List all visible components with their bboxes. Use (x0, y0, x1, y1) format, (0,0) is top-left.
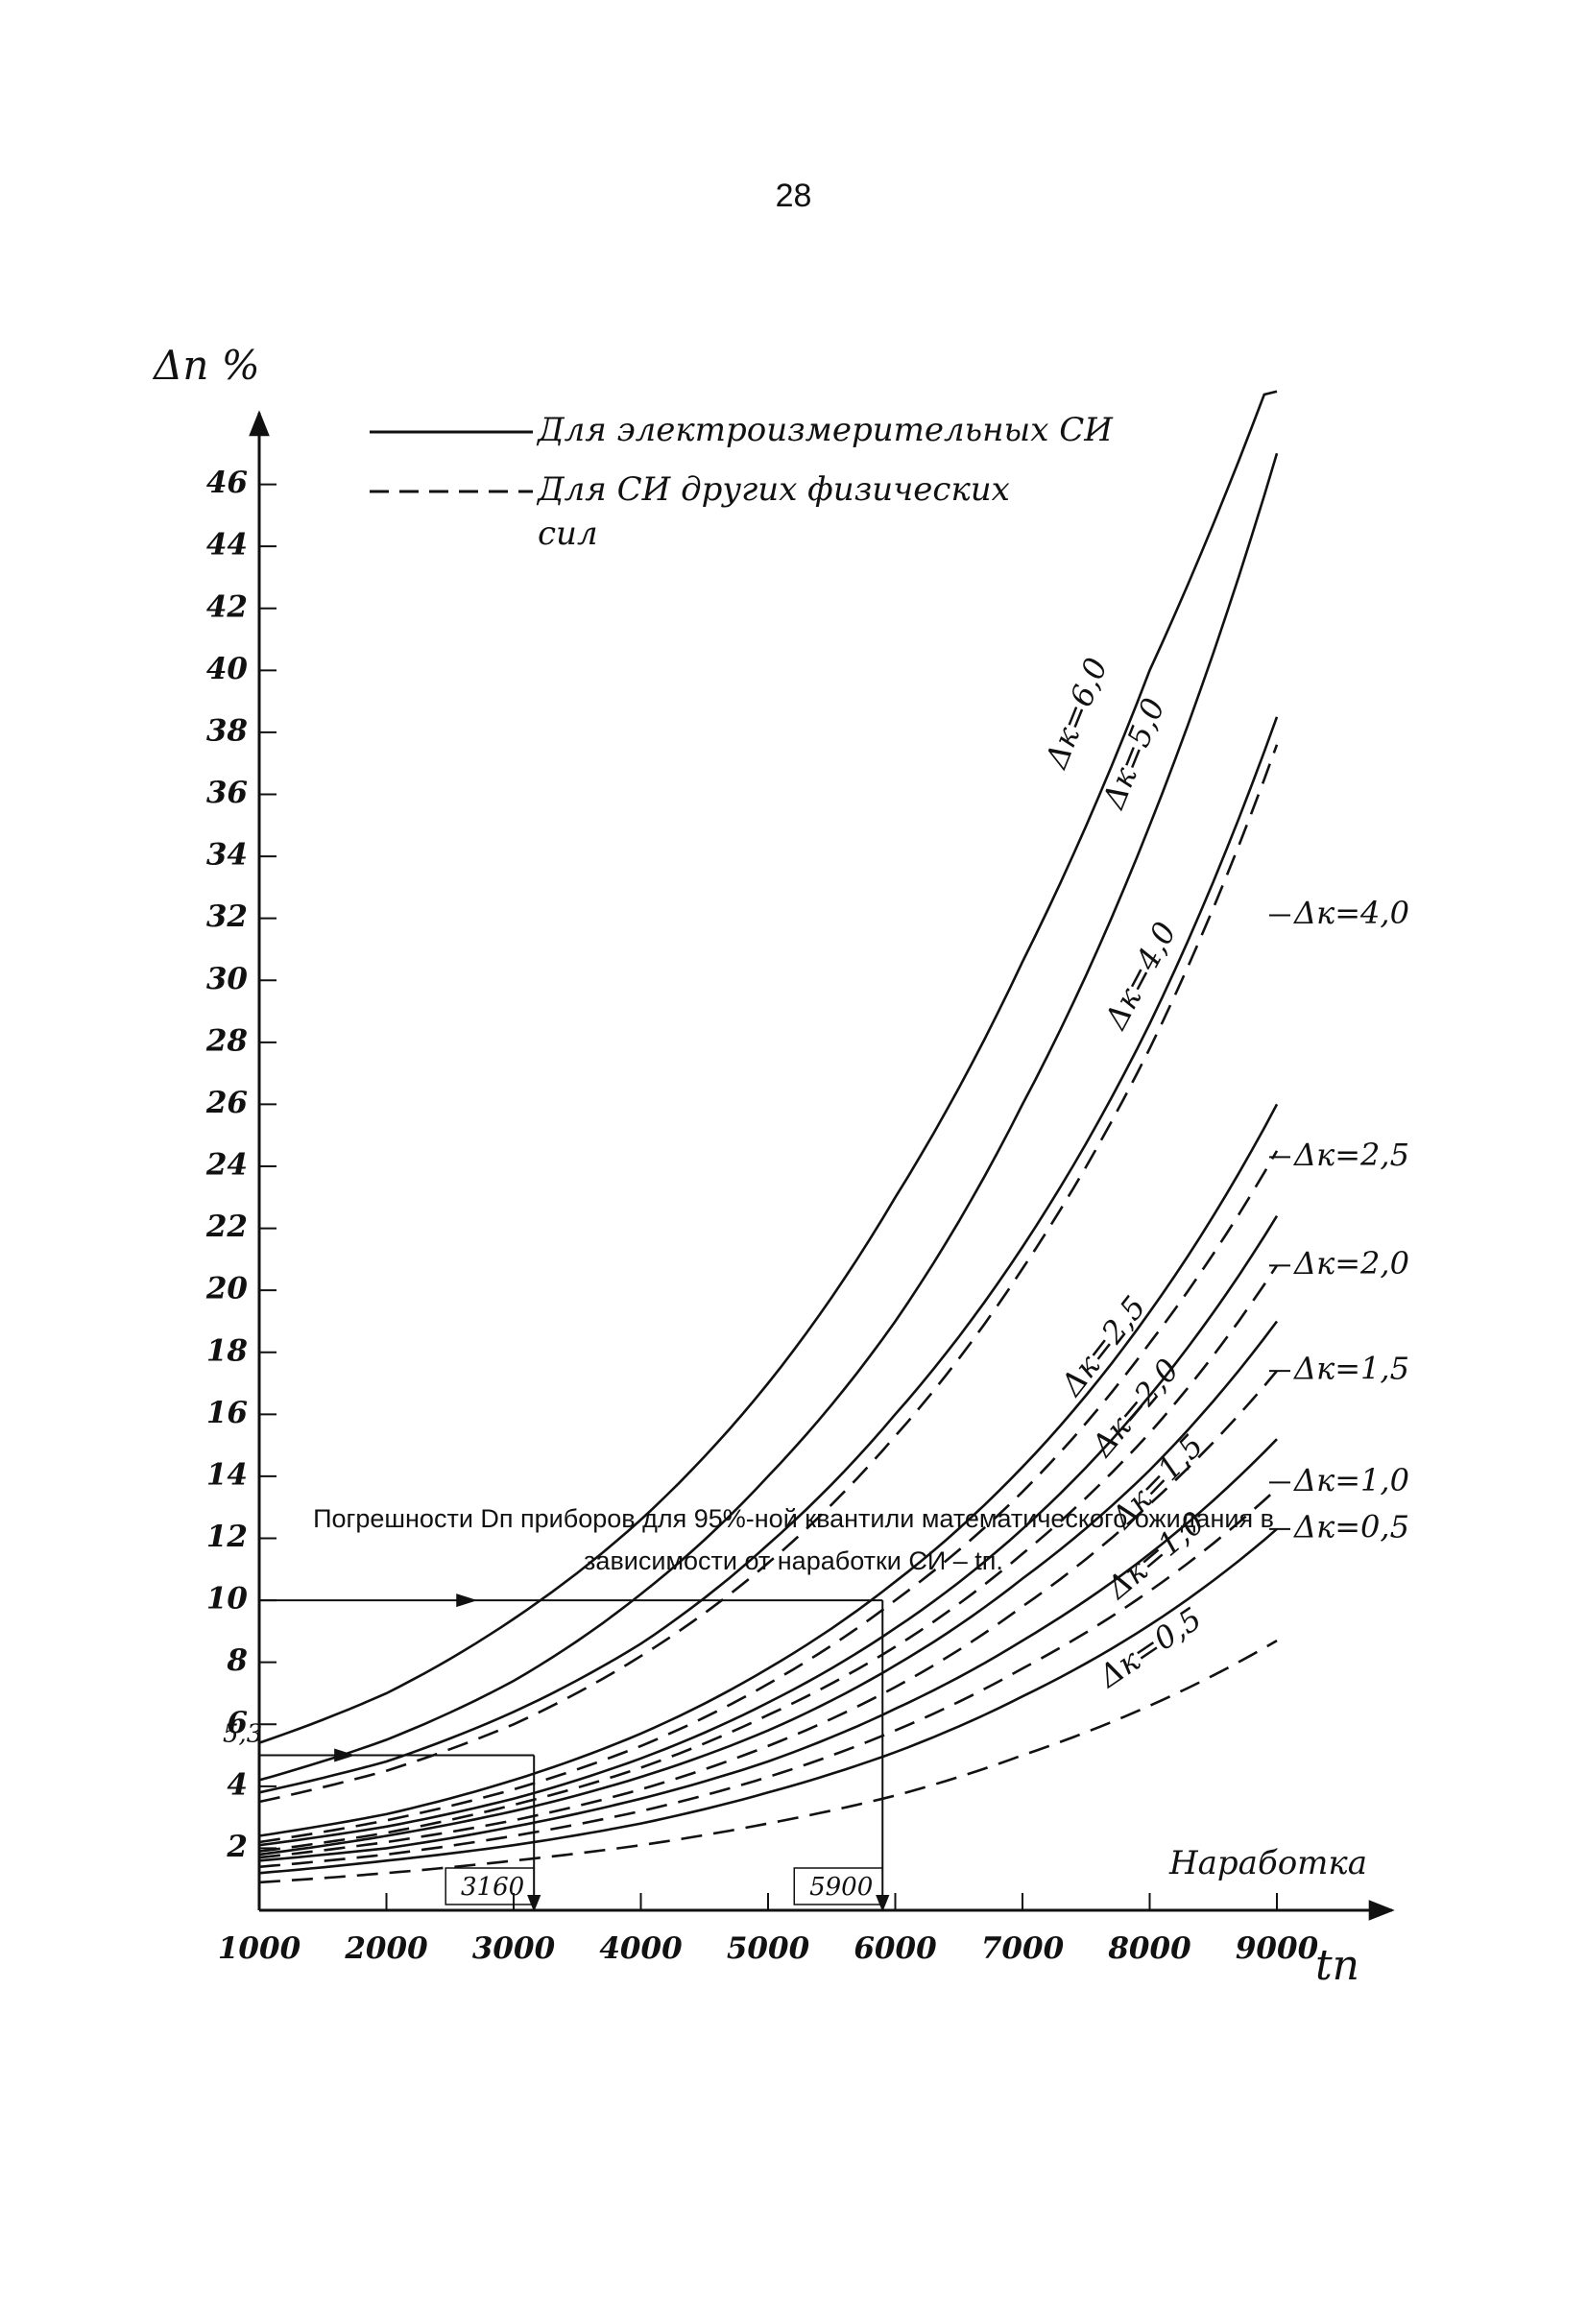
y-tick-label: 12 (206, 1520, 248, 1554)
y-tick-label: 4 (227, 1767, 248, 1802)
y-tick-label: 2 (226, 1830, 248, 1864)
error-vs-operating-time-chart: 2468101214161820222426283032343638404244… (152, 342, 1409, 1990)
reading-value-label: 5900 (809, 1873, 873, 1902)
y-tick-label: 10 (206, 1582, 249, 1617)
y-tick-label: 40 (206, 652, 249, 686)
y-tick-label: 44 (206, 528, 248, 563)
curve-dashed-7 (258, 1264, 1279, 1853)
x-tick-label: 5000 (727, 1931, 810, 1966)
y-tick-label: 16 (206, 1396, 248, 1430)
page-number: 28 (775, 178, 812, 214)
y-tick-label: 6 (227, 1706, 248, 1740)
curve-solid-12 (258, 1527, 1278, 1875)
curve-label-dashed: Δк=4,0 (1292, 895, 1409, 931)
x-tick-label: 3000 (472, 1931, 556, 1966)
curve-dashed-3 (258, 744, 1279, 1804)
reading-arrow-head (456, 1593, 478, 1608)
curve-solid-4 (258, 1103, 1279, 1837)
y-tick-label: 36 (206, 776, 248, 810)
y-tick-label: 22 (205, 1210, 248, 1244)
caption-line-2: зависимости от наработки СИ – tп. (584, 1546, 1003, 1575)
reading-value-label: 5,3 (223, 1720, 262, 1749)
curves: Δк=6,0Δк=5,0Δк=4,0Δк=4,0Δк=2,5Δк=2,5Δк=2… (258, 390, 1409, 1884)
y-tick-label: 38 (206, 713, 248, 748)
x-tick-label: 4000 (599, 1931, 683, 1966)
reading-value-box (445, 1867, 535, 1905)
curve-label-dashed: Δк=1,0 (1292, 1462, 1409, 1498)
figure-caption: Погрешности Dп приборов для 95%-ной кван… (144, 1497, 1443, 1582)
y-tick-label: 24 (205, 1148, 248, 1183)
curve-solid-10 (258, 1438, 1278, 1862)
curve-solid-2 (258, 716, 1279, 1794)
curve-label-solid: Δк=0,5 (1091, 1600, 1208, 1696)
x-tick-label: 6000 (854, 1931, 937, 1966)
axes (249, 410, 1395, 1921)
y-tick-label: 28 (205, 1023, 248, 1058)
x-tick-label: 2000 (344, 1931, 428, 1966)
reading-value-label: 3160 (461, 1873, 524, 1902)
x-tick-label: 7000 (981, 1931, 1065, 1966)
legend-solid-label: Для электроизмерительных СИ (536, 411, 1114, 449)
legend-dashed-label-line1: Для СИ других физических (536, 470, 1010, 509)
y-tick-label: 32 (206, 899, 248, 934)
legend: Для электроизмерительных СИ Для СИ други… (370, 411, 1114, 553)
curve-label-dashed: Δк=0,5 (1292, 1508, 1409, 1545)
y-tick-label: 46 (206, 466, 248, 500)
curve-label-solid: Δк=4,0 (1096, 916, 1184, 1036)
x-tick-label: 8000 (1107, 1931, 1191, 1966)
y-axis-label: Δп % (152, 342, 260, 389)
curve-label-solid: Δк=6,0 (1037, 653, 1115, 775)
curve-label-dashed: Δк=2,5 (1292, 1137, 1409, 1173)
y-tick-label: 26 (205, 1086, 248, 1120)
y-tick-label: 20 (205, 1272, 249, 1306)
y-tick-label: 34 (206, 838, 248, 873)
curve-dashed-5 (258, 1150, 1279, 1844)
curve-dashed-11 (258, 1487, 1278, 1869)
y-tick-label: 42 (206, 589, 248, 624)
curve-dashed-13 (258, 1639, 1278, 1884)
curve-dashed-9 (258, 1370, 1278, 1859)
curve-solid-0 (258, 390, 1278, 1744)
y-tick-label: 14 (206, 1457, 248, 1492)
y-tick-label: 8 (226, 1643, 248, 1678)
x-axis-label: tп (1315, 1941, 1359, 1990)
curve-label-dashed: Δк=2,0 (1292, 1245, 1409, 1282)
x-tick-label: 9000 (1236, 1931, 1319, 1966)
reading-arrow-head (334, 1748, 356, 1762)
curve-solid-1 (258, 452, 1279, 1782)
x-tick-label: 1000 (218, 1931, 301, 1966)
axis-ticks: 2468101214161820222426283032343638404244… (205, 466, 1319, 1966)
y-tick-label: 30 (206, 962, 249, 996)
reading-value-box (793, 1867, 883, 1905)
x-axis-caption: Наработка (1168, 1844, 1367, 1882)
curve-label-dashed: Δк=1,5 (1292, 1351, 1409, 1387)
y-tick-label: 18 (206, 1333, 248, 1368)
reading-arrows: 5900 5,3 3160 (223, 1593, 890, 1912)
curve-solid-6 (258, 1215, 1279, 1847)
caption-line-1: Погрешности Dп приборов для 95%-ной кван… (313, 1504, 1274, 1533)
curve-solid-8 (258, 1320, 1279, 1857)
legend-dashed-label-line2: сил (538, 515, 598, 553)
